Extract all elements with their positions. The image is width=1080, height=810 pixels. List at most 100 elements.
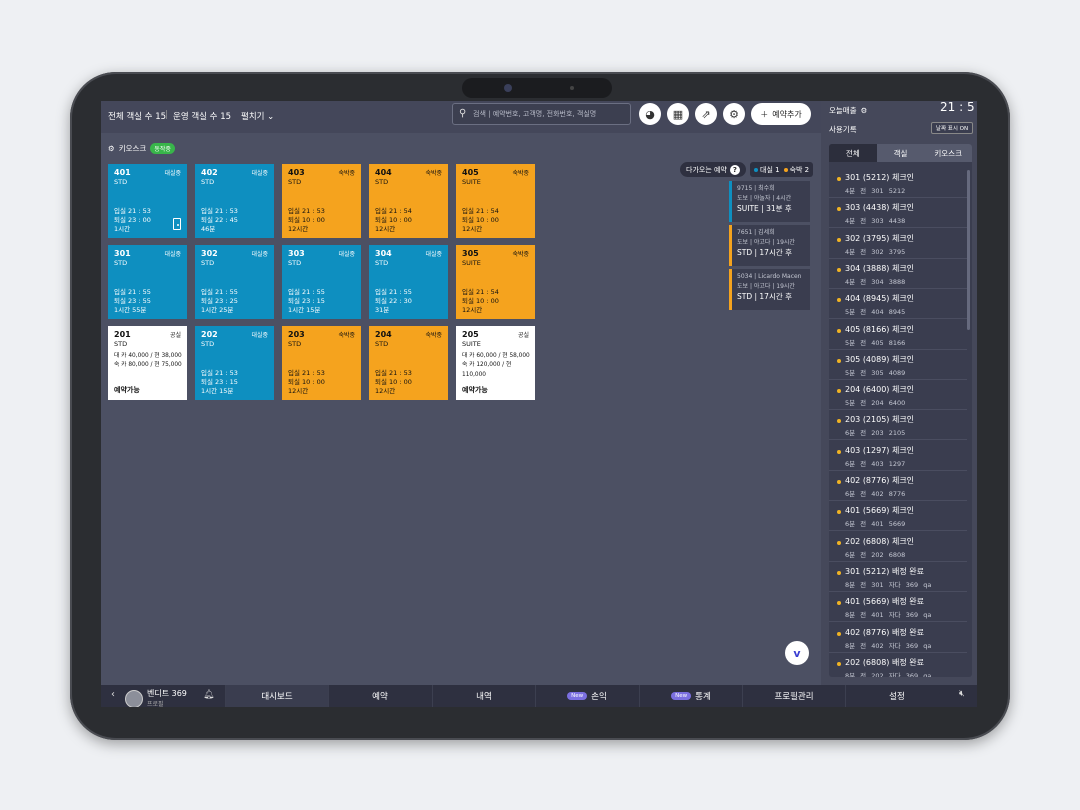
gear-icon[interactable]: ⚙ xyxy=(860,106,868,115)
room-tile[interactable]: 403 숙박중 STD 입실 21 : 53 퇴실 10 : 00 12시간 xyxy=(282,164,361,238)
remaining-time: 12시간 xyxy=(375,225,396,233)
room-tile[interactable]: 305 숙박중 SUITE 입실 21 : 54 퇴실 10 : 00 12시간 xyxy=(456,245,535,319)
room-tile[interactable]: 402 대실중 STD 입실 21 : 53 퇴실 22 : 45 46분 xyxy=(195,164,274,238)
add-reservation-button[interactable]: ＋ 예약추가 xyxy=(751,103,811,125)
log-item[interactable]: 301 (5212) 배정 완료 8분 전 301 자다 369 qa xyxy=(829,562,967,592)
kiosk-status: ⚙ 키오스크 동작중 xyxy=(108,143,175,154)
usage-log-title: 사용기록 xyxy=(829,125,857,134)
room-status: 공실 xyxy=(517,332,529,339)
avatar[interactable] xyxy=(125,690,143,707)
log-tab[interactable]: 전체 xyxy=(829,144,877,162)
log-scrollbar[interactable] xyxy=(967,170,970,330)
log-item[interactable]: 204 (6400) 체크인 5분 전 204 6400 xyxy=(829,380,967,411)
search-input[interactable] xyxy=(473,107,627,121)
log-item[interactable]: 401 (5669) 배정 완료 8분 전 401 자다 369 qa xyxy=(829,592,967,623)
nav-item[interactable]: 대시보드 xyxy=(225,685,328,707)
expand-label: 펼치기 xyxy=(241,112,265,122)
palette-icon[interactable]: ◕ xyxy=(639,103,661,125)
nav-item[interactable]: New 손익 xyxy=(535,685,638,707)
log-item-sub: 6분 전 202 6808 xyxy=(845,550,906,559)
status-dot-icon xyxy=(837,237,841,242)
log-item[interactable]: 402 (8776) 체크인 6분 전 402 8776 xyxy=(829,471,967,501)
checkout-time: 퇴실 23 : 00 xyxy=(114,216,151,224)
checkout-time: 퇴실 10 : 00 xyxy=(288,378,325,386)
grid-icon[interactable]: ▦ xyxy=(667,103,689,125)
log-item-sub: 6분 전 403 1297 xyxy=(845,459,906,468)
room-tile[interactable]: 404 숙박중 STD 입실 21 : 54 퇴실 10 : 00 12시간 xyxy=(369,164,448,238)
log-item-title: 301 (5212) 체크인 xyxy=(845,173,915,182)
room-type: STD xyxy=(375,340,389,348)
room-availability: 예약가능 xyxy=(462,386,488,394)
upcoming-reservation-card[interactable]: 5034 | Licardo Macen 도보 | 아고다 | 19시간 STD |… xyxy=(729,269,810,310)
reservation-room-eta: SUITE | 31분 후 xyxy=(737,204,792,213)
log-item-sub: 8분 전 301 자다 369 qa xyxy=(845,580,932,589)
log-item[interactable]: 302 (3795) 체크인 4분 전 302 3795 xyxy=(829,229,967,259)
log-item[interactable]: 403 (1297) 체크인 6분 전 403 1297 xyxy=(829,441,967,471)
room-number: 302 xyxy=(201,249,218,258)
room-tile[interactable]: 405 숙박중 SUITE 입실 21 : 54 퇴실 10 : 00 12시간 xyxy=(456,164,535,238)
log-item[interactable]: 203 (2105) 체크인 6분 전 203 2105 xyxy=(829,410,967,441)
mute-icon[interactable]: 🔇︎ xyxy=(959,689,965,699)
help-icon[interactable]: ? xyxy=(729,164,740,175)
room-tile[interactable]: 302 대실중 STD 입실 21 : 55 퇴실 23 : 25 1시간 25분 xyxy=(195,245,274,319)
log-item[interactable]: 305 (4089) 체크인 5분 전 305 4089 xyxy=(829,350,967,380)
nav-item[interactable]: 프로필관리 xyxy=(742,685,845,707)
checkout-time: 퇴실 10 : 00 xyxy=(375,216,412,224)
status-dot-icon xyxy=(837,601,841,606)
log-item[interactable]: 304 (3888) 체크인 4분 전 304 3888 xyxy=(829,259,967,289)
status-dot-icon xyxy=(837,358,841,363)
log-item[interactable]: 301 (5212) 체크인 4분 전 301 5212 xyxy=(829,168,967,198)
remaining-time: 12시간 xyxy=(375,387,396,395)
upcoming-reservation-card[interactable]: 7651 | 김세희 도보 | 야고다 | 19시간 STD | 17시간 후 xyxy=(729,225,810,266)
nav-item[interactable]: 예약 xyxy=(328,685,431,707)
room-tile[interactable]: 205 공실 SUITE 대 카 60,000 / 현 58,000 숙 카 120,0… xyxy=(456,326,535,400)
log-item[interactable]: 401 (5669) 체크인 6분 전 401 5669 xyxy=(829,501,967,532)
room-tile[interactable]: 301 대실중 STD 입실 21 : 55 퇴실 23 : 55 1시간 55분 xyxy=(108,245,187,319)
nav-item[interactable]: 내역 xyxy=(432,685,535,707)
room-type: STD xyxy=(375,259,389,267)
room-tile[interactable]: 304 대실중 STD 입실 21 : 55 퇴실 22 : 30 31분 xyxy=(369,245,448,319)
nav-item[interactable]: New 통계 xyxy=(639,685,742,707)
log-item[interactable]: 202 (6808) 체크인 6분 전 202 6808 xyxy=(829,532,967,562)
log-item-sub: 5분 전 404 8945 xyxy=(845,308,906,317)
log-item[interactable]: 402 (8776) 배정 완료 8분 전 402 자다 369 qa xyxy=(829,623,967,653)
log-item[interactable]: 202 (6808) 배정 완료 8분 전 202 자다 369 qa xyxy=(829,653,967,677)
room-tile[interactable]: 303 대실중 STD 입실 21 : 55 퇴실 23 : 15 1시간 15분 xyxy=(282,245,361,319)
nav-label: 프로필관리 xyxy=(774,692,814,702)
upcoming-reservation-card[interactable]: 9715 | 최수희 도보 | 야놀자 | 4시간 SUITE | 31분 후 xyxy=(729,181,810,222)
date-display-toggle[interactable]: 날짜 표시 ON xyxy=(931,122,973,134)
log-tab[interactable]: 객실 xyxy=(876,144,925,162)
room-tile[interactable]: 204 숙박중 STD 입실 21 : 53 퇴실 10 : 00 12시간 xyxy=(369,326,448,400)
status-dot-icon xyxy=(837,389,841,394)
room-tile[interactable]: 401 대실중 STD 입실 21 : 53 퇴실 23 : 00 1시간 xyxy=(108,164,187,238)
bell-icon[interactable]: 🔔︎ xyxy=(203,690,215,700)
chevron-left-icon[interactable]: ‹ xyxy=(111,689,115,700)
external-link-icon[interactable]: ⇗ xyxy=(695,103,717,125)
checkin-time: 입실 21 : 53 xyxy=(201,369,238,377)
reservation-guest: 5034 | Licardo Macen xyxy=(737,273,802,280)
gear-icon[interactable]: ⚙ xyxy=(723,103,745,125)
status-dot-icon xyxy=(837,570,841,575)
checkout-time: 퇴실 10 : 00 xyxy=(462,216,499,224)
remaining-time: 1시간 15분 xyxy=(201,387,234,395)
room-tile[interactable]: 203 숙박중 STD 입실 21 : 53 퇴실 10 : 00 12시간 xyxy=(282,326,361,400)
today-sales[interactable]: 오늘매출 ⚙ xyxy=(829,106,868,115)
room-tile[interactable]: 202 대실중 STD 입실 21 : 53 퇴실 23 : 15 1시간 15분 xyxy=(195,326,274,400)
room-number: 405 xyxy=(462,168,479,177)
search-box[interactable]: ⚲ xyxy=(452,103,631,125)
reservation-room-eta: STD | 17시간 후 xyxy=(737,248,793,257)
room-status: 대실중 xyxy=(425,251,442,258)
log-item[interactable]: 404 (8945) 체크인 5분 전 404 8945 xyxy=(829,289,967,320)
expand-toggle[interactable]: 펼치기 ⌄ xyxy=(241,110,274,122)
room-tile[interactable]: 201 공실 STD 대 카 40,000 / 현 38,000 숙 카 80,000 … xyxy=(108,326,187,400)
log-tab[interactable]: 키오스크 xyxy=(924,144,972,162)
gear-icon[interactable]: ⚙ xyxy=(108,144,115,153)
log-item[interactable]: 405 (8166) 체크인 5분 전 405 8166 xyxy=(829,320,967,350)
log-item[interactable]: 303 (4438) 체크인 4분 전 303 4438 xyxy=(829,198,967,229)
log-item-title: 405 (8166) 체크인 xyxy=(845,324,915,334)
v-logo-button[interactable]: v xyxy=(785,641,809,665)
room-type: STD xyxy=(201,178,215,186)
log-item-sub: 8분 전 401 자다 369 qa xyxy=(845,611,932,620)
nav-item[interactable]: 설정 xyxy=(845,685,948,707)
log-item-title: 202 (6808) 배정 완료 xyxy=(845,657,924,667)
